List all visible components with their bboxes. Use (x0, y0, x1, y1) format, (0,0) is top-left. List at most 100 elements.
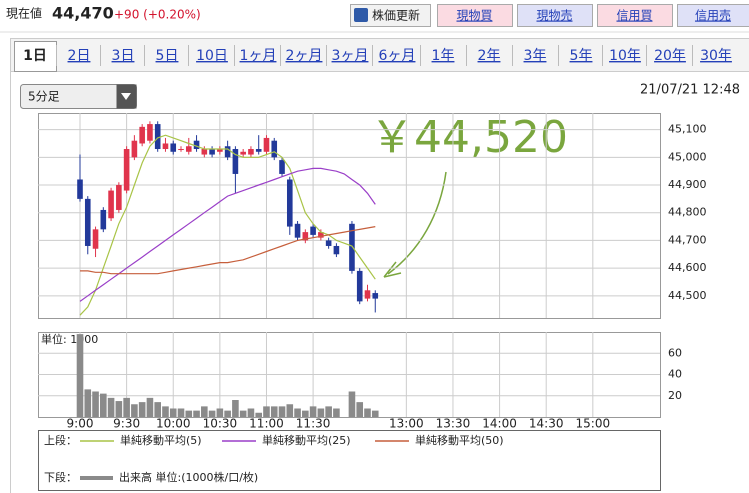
x-tick-label: 9:00 (67, 417, 94, 431)
volume-bar (169, 408, 177, 417)
volume-bar (76, 334, 84, 417)
volume-bar (208, 410, 216, 417)
candle-body (271, 140, 278, 158)
tab[interactable]: 2年 (478, 48, 501, 64)
candle-body (123, 149, 130, 191)
candle-body (185, 146, 192, 152)
button[interactable] (597, 4, 673, 27)
interval-select[interactable]: 5分足 (20, 84, 137, 109)
tab[interactable]: 2日 (68, 48, 91, 64)
volume-bar (278, 406, 286, 417)
volume-bar (371, 410, 379, 417)
volume-bar (154, 402, 161, 417)
y-tick-label: 45,100 (668, 123, 707, 136)
y-tick-label: 40 (668, 368, 682, 381)
tab[interactable]: 30年 (700, 48, 732, 64)
volume-bar (131, 404, 138, 417)
volume-bar (185, 410, 193, 417)
candle-body (92, 229, 99, 249)
price-change: +90 (+0.20%) (114, 8, 201, 22)
candle-body (84, 198, 91, 246)
button-label[interactable]: 株価更新 (372, 8, 420, 23)
candle-body (294, 223, 301, 238)
candle-body (224, 146, 231, 158)
tab[interactable]: 5年 (570, 48, 593, 64)
candle-body (131, 140, 138, 158)
volume-bar (255, 412, 263, 417)
candle-body (170, 143, 177, 152)
legend-entry: 単純移動平均(50) (415, 433, 504, 447)
volume-bar (348, 391, 356, 417)
volume-bar (193, 410, 200, 417)
tab[interactable]: 3ヶ月 (332, 48, 369, 64)
price-label: 現在値 (6, 6, 42, 21)
y-tick-label: 45,000 (668, 150, 707, 163)
volume-bar (286, 404, 294, 417)
refresh-icon[interactable] (354, 8, 368, 22)
legend-entry: 単純移動平均(5) (120, 433, 202, 447)
tab[interactable]: 6ヶ月 (379, 48, 416, 64)
y-tick-label: 44,900 (668, 178, 707, 191)
legend-label-upper: 上段： (44, 433, 77, 447)
candle-body (372, 293, 379, 299)
volume-bar (107, 397, 115, 417)
volume-bar (270, 406, 278, 417)
tab-selected[interactable] (14, 41, 57, 72)
tab[interactable]: 10年 (609, 48, 641, 64)
y-tick-label: 44,800 (668, 206, 707, 219)
volume-unit: 単位: 1000 (41, 332, 98, 346)
ma-line (80, 226, 376, 275)
x-tick-label: 13:00 (389, 417, 424, 431)
candle-body (333, 245, 340, 255)
volume-bar (294, 408, 301, 417)
volume-bar (263, 406, 270, 417)
x-tick-label: 11:00 (249, 417, 284, 431)
select-text[interactable]: 5分足 (28, 90, 60, 104)
tab[interactable]: 1年 (432, 48, 455, 64)
tab[interactable]: 3年 (524, 48, 547, 64)
candle-body (325, 240, 332, 246)
volume-bar (216, 408, 224, 417)
volume-bar (317, 408, 325, 417)
candle-body (279, 160, 285, 174)
price-plot (38, 113, 661, 319)
legend-box (38, 430, 661, 491)
candle-body (77, 179, 83, 199)
tab[interactable]: 5日 (156, 48, 179, 64)
volume-bar (302, 410, 309, 417)
tab[interactable]: 1日 (23, 48, 47, 64)
x-tick-label: 15:00 (576, 417, 611, 431)
button[interactable] (350, 4, 431, 27)
candle-body (201, 149, 208, 155)
x-tick-label: 14:00 (482, 417, 517, 431)
button-label[interactable]: 信用売 (695, 8, 731, 23)
x-tick-label: 10:00 (156, 417, 191, 431)
candle-body (116, 185, 122, 210)
volume-bar (356, 402, 364, 417)
button[interactable] (437, 4, 513, 27)
annotation-arrowhead (383, 261, 402, 278)
tab[interactable]: 10日 (196, 48, 228, 64)
volume-bar (201, 406, 208, 417)
price: 44,470 (52, 4, 114, 23)
select-arrow[interactable] (121, 93, 131, 100)
volume-bar (247, 408, 255, 417)
tab[interactable]: 3日 (112, 48, 135, 64)
volume-bar (224, 410, 231, 417)
candle-body (240, 151, 246, 155)
button[interactable] (517, 4, 593, 27)
volume-bar (364, 408, 371, 417)
tab[interactable]: 2ヶ月 (286, 48, 323, 64)
button-label[interactable]: 信用買 (616, 9, 652, 23)
y-tick-label: 44,700 (668, 233, 707, 246)
x-tick-label: 10:30 (203, 417, 238, 431)
button-label[interactable]: 現物売 (536, 8, 572, 23)
button-label[interactable]: 現物買 (456, 9, 492, 23)
tab[interactable]: 20年 (654, 48, 686, 64)
annotation-arrow (387, 171, 447, 275)
tab[interactable]: 1ヶ月 (240, 48, 277, 64)
candle-body (162, 143, 169, 150)
button[interactable] (677, 4, 749, 27)
